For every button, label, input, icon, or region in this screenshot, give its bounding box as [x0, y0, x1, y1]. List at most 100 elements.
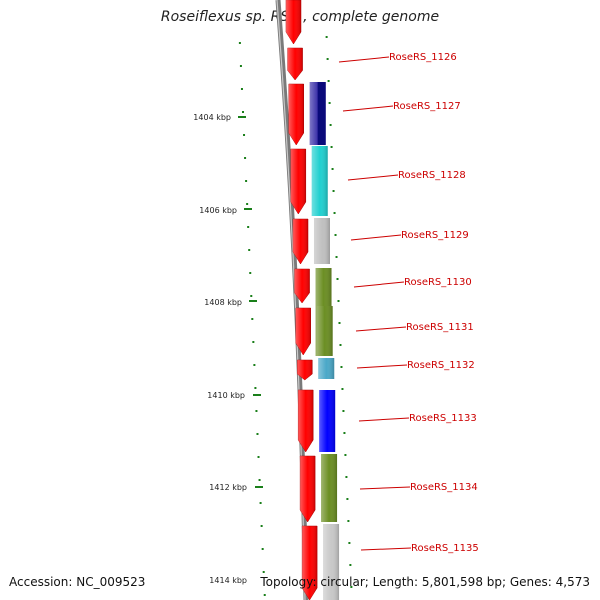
minor-tick: [241, 111, 244, 113]
gene-label[interactable]: RoseRS_1131: [406, 322, 474, 333]
gene-label-line: [342, 105, 394, 112]
cds-arrow-shade: [286, 0, 301, 44]
minor-tick: [331, 168, 334, 170]
gene-feature-shade: [318, 358, 335, 379]
tick-dots-inner: [238, 42, 266, 596]
minor-tick: [325, 36, 328, 38]
minor-tick: [260, 525, 263, 527]
gene-feature-band: [317, 82, 326, 145]
minor-tick: [248, 249, 251, 251]
minor-tick: [349, 564, 352, 566]
minor-tick: [250, 295, 253, 297]
minor-tick: [247, 226, 250, 228]
scale-tick: [244, 208, 252, 210]
cds-track: [285, 0, 318, 600]
minor-tick: [259, 502, 262, 504]
cds-arrow-shade: [300, 456, 316, 522]
feature-track: [309, 82, 340, 600]
minor-tick: [337, 300, 340, 302]
tick-dots-outer: [325, 36, 353, 588]
minor-tick: [341, 388, 344, 390]
cds-arrow-shade: [295, 308, 311, 355]
cds-arrow-shade: [298, 390, 314, 452]
minor-tick: [251, 318, 254, 320]
cds-arrow-shade: [288, 84, 304, 145]
minor-tick: [239, 65, 242, 67]
minor-tick: [257, 456, 260, 458]
minor-tick: [338, 322, 341, 324]
gene-label-line: [338, 56, 390, 63]
minor-tick: [255, 410, 258, 412]
minor-tick: [263, 594, 266, 596]
gene-feature-shade: [321, 454, 338, 522]
gene-label-line: [347, 174, 399, 181]
gene-label-line: [350, 234, 402, 241]
gene-label[interactable]: RoseRS_1128: [398, 170, 466, 181]
cds-arrow-shade: [293, 219, 309, 264]
minor-tick: [340, 366, 343, 368]
gene-feature-shade: [311, 146, 328, 216]
gene-label-line: [360, 547, 412, 551]
accession-text: Accession: NC_009523: [9, 575, 146, 589]
minor-tick: [256, 433, 259, 435]
minor-tick: [330, 146, 333, 148]
cds-arrow-shade: [297, 360, 313, 380]
minor-tick: [249, 272, 252, 274]
cds-arrow-shade: [290, 149, 306, 214]
scale-tick: [238, 116, 246, 118]
minor-tick: [344, 454, 347, 456]
gene-label[interactable]: RoseRS_1135: [411, 543, 479, 554]
minor-tick: [238, 42, 241, 44]
minor-tick: [258, 479, 261, 481]
gene-feature-shade: [323, 524, 340, 600]
minor-tick: [343, 432, 346, 434]
minor-tick: [348, 542, 351, 544]
minor-tick: [333, 212, 336, 214]
gene-feature-shade: [316, 306, 333, 356]
scale-label: 1410 kbp: [207, 391, 245, 400]
scale-label: 1412 kbp: [209, 483, 247, 492]
gene-label[interactable]: RoseRS_1129: [401, 230, 469, 241]
minor-tick: [345, 476, 348, 478]
scale-tick: [253, 394, 261, 396]
minor-tick: [253, 364, 256, 366]
minor-tick: [245, 180, 248, 182]
gene-feature-shade: [313, 218, 330, 264]
minor-tick: [342, 410, 345, 412]
scale-ticks: [238, 116, 263, 488]
minor-tick: [243, 134, 246, 136]
gene-label[interactable]: RoseRS_1126: [389, 52, 457, 63]
minor-tick: [326, 58, 329, 60]
minor-tick: [332, 190, 335, 192]
scale-tick: [249, 300, 257, 302]
minor-tick: [347, 520, 350, 522]
minor-tick: [328, 102, 331, 104]
gene-label-line: [358, 417, 410, 422]
minor-tick: [254, 387, 257, 389]
minor-tick: [261, 548, 264, 550]
cds-arrow-shade: [287, 48, 303, 80]
cds-arrow-shade: [294, 269, 310, 303]
gene-label[interactable]: RoseRS_1130: [404, 277, 472, 288]
minor-tick: [346, 498, 349, 500]
gene-label-line: [356, 364, 408, 369]
minor-tick: [336, 278, 339, 280]
minor-tick: [335, 256, 338, 258]
minor-tick: [246, 203, 249, 205]
cds-arrow-shade: [302, 526, 318, 600]
gene-label-line: [359, 486, 411, 490]
gene-label[interactable]: RoseRS_1127: [393, 101, 461, 112]
minor-tick: [262, 571, 265, 573]
gene-label-line: [355, 326, 407, 332]
gene-label[interactable]: RoseRS_1134: [410, 482, 478, 493]
gene-label[interactable]: RoseRS_1132: [407, 360, 475, 371]
scale-label: 1408 kbp: [204, 298, 242, 307]
minor-tick: [350, 586, 353, 588]
gene-feature-shade: [319, 390, 336, 452]
gene-label[interactable]: RoseRS_1133: [409, 413, 477, 424]
minor-tick: [339, 344, 342, 346]
scale-label: 1406 kbp: [199, 206, 237, 215]
topology-text: Topology: circular; Length: 5,801,598 bp…: [260, 575, 590, 589]
minor-tick: [252, 341, 255, 343]
minor-tick: [329, 124, 332, 126]
